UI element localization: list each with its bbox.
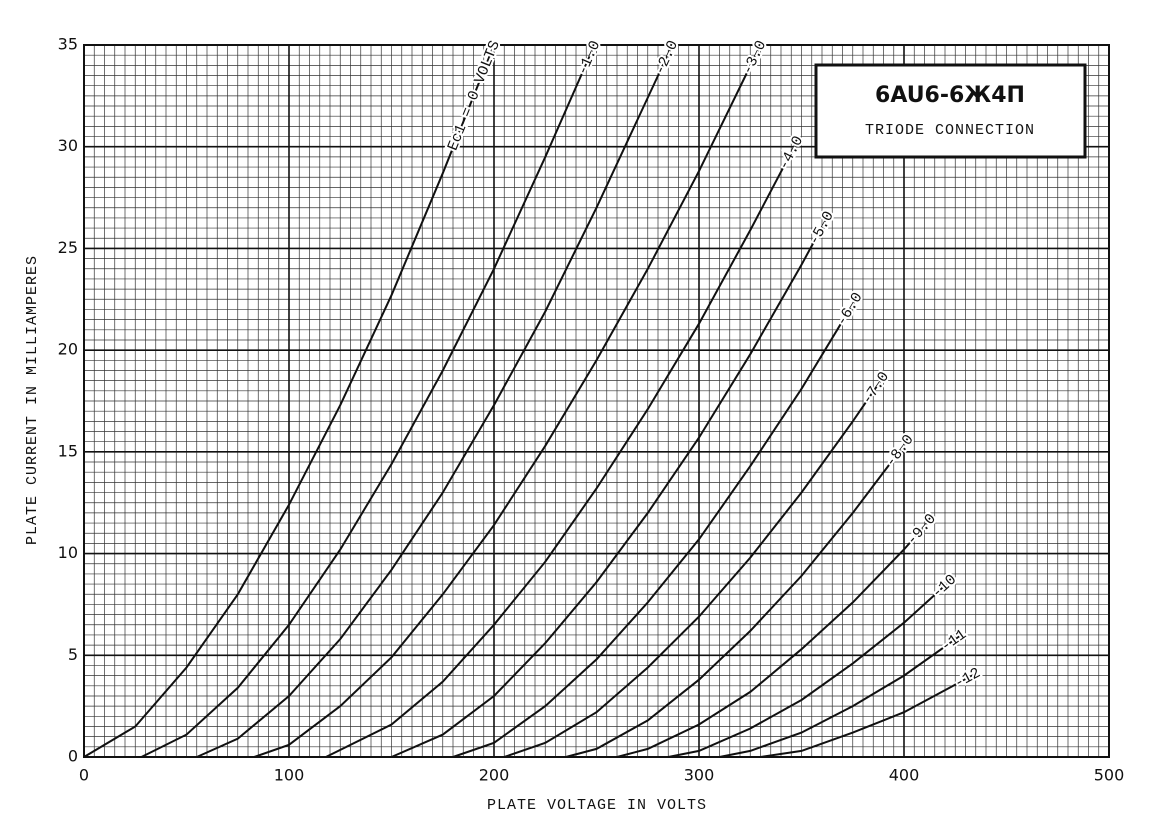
curve — [668, 579, 952, 758]
curve-label: -11 — [938, 626, 970, 655]
curve — [719, 634, 962, 758]
curve-label: -7.0 — [859, 369, 893, 408]
x-tick-label: 100 — [274, 766, 305, 785]
plot-border — [83, 44, 1110, 758]
curve-label: -12 — [952, 665, 984, 693]
curve — [253, 44, 762, 758]
y-tick-label: 35 — [58, 35, 78, 54]
y-tick-label: 0 — [68, 747, 78, 766]
curve — [391, 215, 829, 758]
y-axis-label: PLATE CURRENT IN MILLIAMPERES — [24, 255, 41, 545]
chart-title: 6AU6-6Ж4П — [875, 83, 1025, 108]
x-tick-label: 500 — [1094, 766, 1125, 785]
y-tick-label: 15 — [58, 441, 78, 460]
x-tick-label: 200 — [479, 766, 510, 785]
curve — [616, 518, 932, 758]
title-box — [814, 63, 1087, 159]
curve — [83, 44, 495, 758]
curve-label: -2.0 — [652, 38, 683, 78]
curve — [325, 140, 799, 758]
y-tick-label: 5 — [68, 645, 78, 664]
x-tick-label: 300 — [684, 766, 715, 785]
curve — [140, 44, 596, 758]
curve — [565, 439, 909, 758]
curve — [760, 672, 977, 758]
curve — [196, 44, 674, 758]
grid — [83, 44, 1110, 758]
x-tick-label: 400 — [889, 766, 920, 785]
x-tick-label: 0 — [79, 766, 89, 785]
y-tick-label: 25 — [58, 238, 78, 257]
y-tick-label: 20 — [58, 340, 78, 359]
y-tick-label: 10 — [58, 543, 78, 562]
chart-subtitle: TRIODE CONNECTION — [865, 122, 1035, 139]
curve-label: -3.0 — [739, 38, 770, 78]
curve — [503, 376, 885, 758]
y-tick-label: 30 — [58, 136, 78, 155]
x-axis-label: PLATE VOLTAGE IN VOLTS — [487, 797, 707, 814]
curve — [452, 296, 858, 758]
